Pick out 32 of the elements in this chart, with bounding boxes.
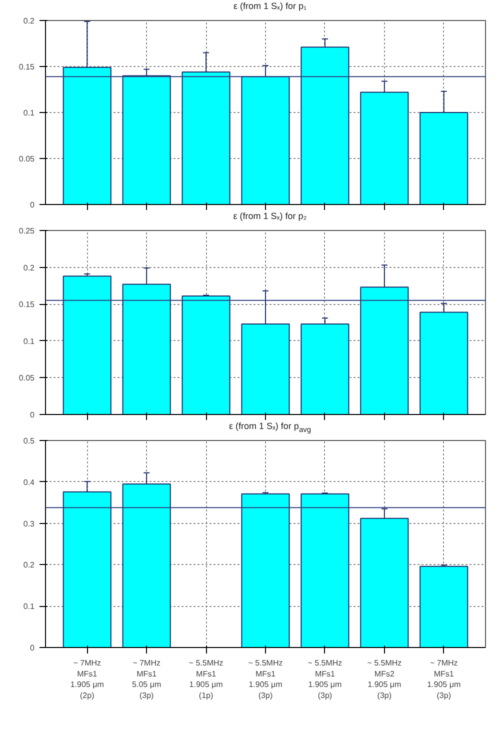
- x-tick-label: ~ 7MHz MFs1 1.905 μm (2p): [70, 658, 104, 700]
- y-tick-label: 0.2: [23, 16, 36, 26]
- y-tick-label: 0.15: [18, 300, 36, 310]
- bar: [182, 296, 230, 414]
- chart-title: ε (from 1 Sₓ) for p₁: [233, 0, 306, 13]
- x-tick-label: ~ 5.5MHz MFs1 1.905 μm (3p): [308, 658, 342, 700]
- y-tick-label: 0: [30, 644, 36, 652]
- y-tick-label: 0.25: [18, 226, 36, 236]
- x-tick-label: ~ 5.5MHz MFs2 1.905 μm (3p): [367, 658, 402, 700]
- y-tick-label: 0.3: [23, 519, 36, 528]
- y-tick-label: 0.05: [18, 154, 36, 164]
- y-tick-label: 0.15: [18, 62, 36, 72]
- x-tick-label: ~ 7MHz MFs1 1.905 μm (3p): [427, 658, 461, 700]
- y-tick-label: 0.1: [23, 108, 36, 118]
- x-tick-label: ~ 7MHz MFs1 5.05 μm (3p): [132, 658, 162, 700]
- bar: [62, 276, 112, 414]
- y-tick-label: 0.2: [23, 263, 36, 272]
- y-tick-label: 0.2: [23, 560, 36, 570]
- y-tick-label: 0.5: [23, 436, 36, 446]
- y-tick-label: 0.1: [23, 336, 36, 346]
- y-tick-label: 0.1: [23, 602, 36, 612]
- chart-title: ε (from 1 Sₓ) for p₂: [233, 210, 307, 223]
- bar: [420, 566, 468, 648]
- y-tick-label: 0: [30, 410, 36, 420]
- x-tick-label: ~ 5.5MHz MFs1 1.905 μm (1p): [188, 658, 224, 700]
- y-tick-label: 0: [30, 200, 36, 210]
- bar: [241, 493, 290, 648]
- chart-title: ε (from 1 Sₓ) for p$_{avg}$: [228, 420, 312, 436]
- bar: [300, 493, 350, 648]
- y-tick-label: 0.4: [23, 478, 36, 487]
- y-tick-label: 0.05: [18, 374, 36, 383]
- x-tick-label: ~ 5.5MHz MFs1 1.905 μm (3p): [248, 658, 283, 700]
